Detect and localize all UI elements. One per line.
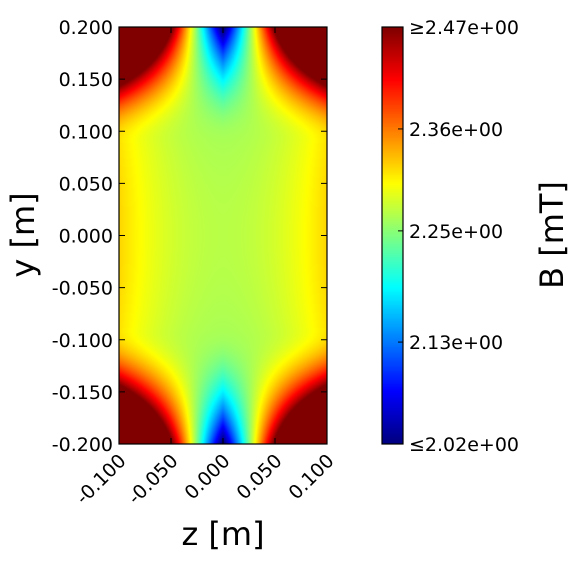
x-tick-label: -0.100: [72, 450, 131, 509]
colorbar-tick-label: 2.36e+00: [409, 119, 503, 141]
y-axis-ticks: 0.200 0.150 0.100 0.050 0.000 -0.050 -0.100 -0.…: [52, 17, 327, 456]
y-axis-label: y [m]: [4, 192, 42, 277]
colorbar-tick-label: 2.25e+00: [409, 221, 503, 243]
x-tick-label: -0.050: [124, 450, 183, 509]
colorbar-frame: [381, 26, 404, 445]
heatmap: [118, 26, 328, 445]
colorbar-ticks: ≥2.47e+00 2.36e+00 2.25e+00 2.13e+00 ≤2.02e+…: [398, 17, 519, 456]
y-tick-label: 0.100: [59, 121, 113, 143]
y-tick-label: 0.050: [59, 173, 113, 195]
x-tick-label: 0.100: [285, 450, 339, 504]
heatmap-image: [119, 27, 327, 444]
colorbar: ≥2.47e+00 2.36e+00 2.25e+00 2.13e+00 ≤2.02e+…: [381, 17, 570, 456]
y-tick-label: 0.000: [59, 226, 113, 248]
colorbar-tick-label: 2.13e+00: [409, 332, 503, 354]
y-tick-label: -0.150: [52, 382, 113, 404]
colorbar-tick-label: ≤2.02e+00: [409, 434, 519, 456]
x-tick-label: 0.000: [181, 450, 235, 504]
y-tick-label: -0.200: [52, 434, 113, 456]
y-tick-label: -0.050: [52, 278, 113, 300]
y-tick-label: 0.200: [59, 17, 113, 39]
colorbar-gradient: [382, 27, 403, 444]
y-tick-label: -0.100: [52, 330, 113, 352]
colorbar-tick-label: ≥2.47e+00: [409, 17, 519, 39]
colorbar-label: B [mT]: [533, 181, 570, 289]
x-tick-label: 0.050: [233, 450, 287, 504]
x-axis-label: z [m]: [181, 515, 264, 553]
y-tick-label: 0.150: [59, 69, 113, 91]
